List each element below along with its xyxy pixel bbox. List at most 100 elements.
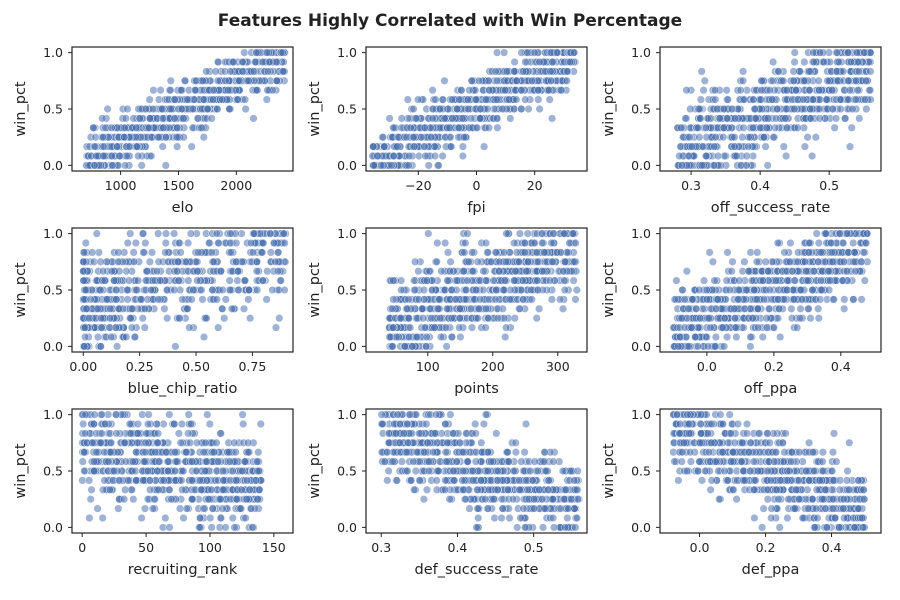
scatter-point <box>232 257 241 266</box>
y-tick-label: 0.5 <box>631 283 651 298</box>
scatter-point <box>433 238 442 248</box>
scatter-point <box>214 457 223 466</box>
scatter-point <box>527 295 536 304</box>
y-axis-label: win_pct <box>13 81 29 137</box>
scatter-point <box>493 314 502 323</box>
scatter-point <box>187 142 196 151</box>
scatter-point <box>677 161 686 170</box>
scatter-point <box>113 342 122 351</box>
scatter-point <box>188 104 197 114</box>
scatter-point <box>723 95 732 104</box>
scatter-point <box>88 438 97 447</box>
scatter-point <box>556 248 565 257</box>
scatter-point <box>162 285 172 295</box>
scatter-point <box>174 429 183 438</box>
scatter-point <box>695 133 704 142</box>
scatter-point <box>776 332 785 342</box>
scatter-point <box>174 276 183 285</box>
scatter-point <box>393 142 402 151</box>
scatter-point <box>96 438 105 447</box>
scatter-point <box>97 410 106 419</box>
scatter-point <box>120 438 129 447</box>
scatter-point <box>767 76 776 85</box>
scatter-point <box>130 332 140 342</box>
scatter-point <box>682 267 691 276</box>
scatter-point <box>79 257 88 266</box>
scatter-point <box>192 466 201 476</box>
scatter-point <box>170 114 179 123</box>
scatter-point <box>720 342 729 351</box>
scatter-point <box>519 67 528 76</box>
scatter-point <box>209 257 218 266</box>
scatter-point <box>785 257 795 266</box>
y-axis-label: win_pct <box>601 81 617 137</box>
scatter-point <box>278 48 287 57</box>
scatter-point <box>461 238 470 248</box>
scatter-point <box>700 76 709 85</box>
scatter-point <box>244 438 253 447</box>
scatter-point <box>240 457 249 466</box>
scatter-point <box>255 485 264 494</box>
scatter-point <box>266 229 275 238</box>
scatter-point <box>153 267 162 276</box>
scatter-point <box>400 342 410 351</box>
scatter-point <box>510 314 519 323</box>
scatter-point <box>206 513 215 523</box>
scatter-point <box>165 523 174 532</box>
scatter-point <box>548 114 557 123</box>
scatter-point <box>127 304 137 313</box>
scatter-point <box>397 114 406 123</box>
scatter-point <box>141 104 150 114</box>
scatter-point <box>211 67 220 76</box>
scatter-point <box>771 276 781 285</box>
scatter-point <box>87 485 96 494</box>
scatter-point <box>225 448 234 457</box>
x-tick-label: 100 <box>198 540 222 555</box>
scatter-point <box>420 323 429 332</box>
scatter-point <box>258 248 267 257</box>
scatter-point <box>397 276 406 285</box>
scatter-point <box>853 57 862 67</box>
x-axis-label: recruiting_rank <box>128 562 238 578</box>
scatter-point <box>762 314 771 323</box>
scatter-point <box>697 161 706 170</box>
scatter-point <box>501 257 511 266</box>
scatter-point <box>173 133 182 142</box>
scatter-point <box>179 513 188 523</box>
scatter-point <box>248 523 257 532</box>
scatter-point <box>828 257 837 266</box>
scatter-point <box>521 57 530 67</box>
scatter-point <box>780 248 789 257</box>
scatter-point <box>414 267 423 276</box>
subplot-def_success_rate: 0.3 0.4 0.50.00.51.0def_success_ratewin_pc… <box>307 407 588 578</box>
scatter-point <box>782 104 791 114</box>
scatter-point <box>240 48 249 57</box>
scatter-point <box>98 114 107 123</box>
scatter-point <box>154 429 163 438</box>
scatter-point <box>845 86 854 95</box>
scatter-point <box>161 133 170 142</box>
scatter-point <box>104 457 113 466</box>
scatter-point <box>244 448 253 457</box>
scatter-point <box>514 257 523 266</box>
scatter-point <box>718 323 727 332</box>
scatter-point <box>484 314 493 323</box>
scatter-point <box>80 466 89 476</box>
scatter-point <box>518 276 527 285</box>
scatter-point <box>170 95 179 104</box>
scatter-point <box>397 285 406 295</box>
scatter-point <box>719 123 728 132</box>
scatter-point <box>132 448 141 457</box>
scatter-point <box>706 323 715 332</box>
scatter-point <box>243 476 252 485</box>
scatter-point <box>140 304 149 313</box>
x-tick-label: 0.25 <box>126 359 154 374</box>
scatter-point <box>205 238 214 248</box>
scatter-point <box>712 304 721 313</box>
y-tick-label: 1.0 <box>337 226 357 241</box>
scatter-point <box>446 257 455 266</box>
scatter-point <box>455 304 465 313</box>
scatter-point <box>435 295 444 304</box>
scatter-point <box>534 95 543 104</box>
scatter-point <box>814 304 823 313</box>
